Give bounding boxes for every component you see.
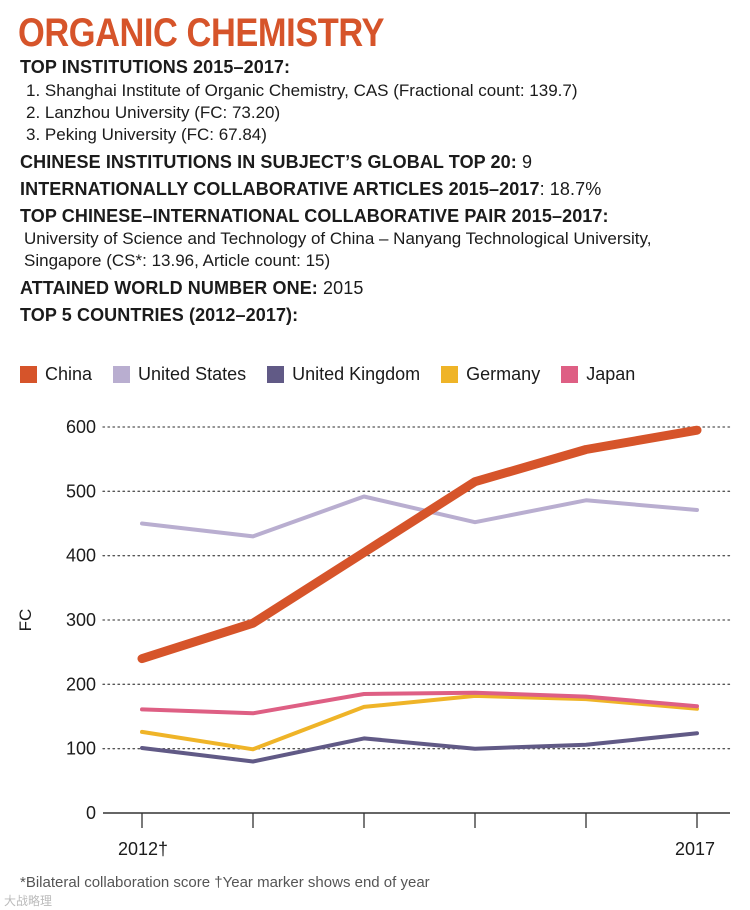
- global-top20-row: CHINESE INSTITUTIONS IN SUBJECT’S GLOBAL…: [20, 151, 735, 173]
- collab-pair-label: TOP CHINESE–INTERNATIONAL COLLABORATIVE …: [20, 206, 609, 226]
- legend-item-china: China: [20, 364, 92, 385]
- page-title: ORGANIC CHEMISTRY: [18, 11, 385, 55]
- institution-item: 3. Peking University (FC: 67.84): [26, 125, 267, 144]
- line-chart: 0 100 200 300 400 500 600 2012† 2017 FC: [16, 417, 731, 859]
- legend-item-united-states: United States: [113, 364, 246, 385]
- y-tick-label: 600: [66, 417, 96, 437]
- legend-label: Germany: [466, 363, 541, 384]
- y-axis-label: FC: [16, 609, 35, 632]
- legend-label: United Kingdom: [292, 363, 421, 384]
- legend-swatch: [113, 365, 131, 383]
- world-number-one-value: 2015: [317, 278, 364, 298]
- global-top20-label: CHINESE INSTITUTIONS IN SUBJECT’S GLOBAL…: [20, 152, 517, 172]
- intl-collab-row: INTERNATIONALLY COLLABORATIVE ARTICLES 2…: [20, 178, 735, 200]
- legend-label: China: [45, 363, 93, 384]
- series-line-china: [137, 425, 702, 664]
- chart-legend: China United States United Kingdom Germa…: [20, 361, 656, 387]
- institution-item: 1. Shanghai Institute of Organic Chemist…: [26, 81, 578, 100]
- collab-pair-value: University of Science and Technology of …: [24, 229, 652, 270]
- y-tick-label: 300: [66, 610, 96, 630]
- y-tick-label: 0: [86, 803, 96, 823]
- legend-swatch: [267, 365, 285, 383]
- top-countries-heading: TOP 5 COUNTRIES (2012–2017):: [20, 305, 299, 325]
- y-tick-label: 100: [66, 739, 96, 759]
- y-tick-label: 500: [66, 481, 96, 501]
- info-block: TOP INSTITUTIONS 2015–2017: 1. Shanghai …: [20, 56, 735, 326]
- legend-swatch: [441, 365, 459, 383]
- world-number-one-row: ATTAINED WORLD NUMBER ONE: 2015: [20, 277, 735, 299]
- legend-item-germany: Germany: [441, 364, 540, 385]
- series-line-united-kingdom: [140, 731, 699, 764]
- legend-swatch: [20, 365, 37, 383]
- legend-item-united-kingdom: United Kingdom: [267, 364, 420, 385]
- top-institutions-list: 1. Shanghai Institute of Organic Chemist…: [26, 80, 735, 146]
- series-line-germany: [140, 693, 699, 752]
- intl-collab-value: : 18.7%: [539, 179, 602, 199]
- legend-swatch: [561, 365, 579, 383]
- intl-collab-label: INTERNATIONALLY COLLABORATIVE ARTICLES 2…: [20, 179, 540, 199]
- x-tick-label: 2012†: [118, 839, 168, 859]
- x-tick-label: 2017: [675, 839, 715, 859]
- legend-label: United States: [138, 363, 247, 384]
- series-line-japan: [140, 690, 699, 716]
- top-institutions-heading: TOP INSTITUTIONS 2015–2017:: [20, 57, 291, 77]
- y-tick-label: 400: [66, 546, 96, 566]
- world-number-one-label: ATTAINED WORLD NUMBER ONE:: [20, 278, 318, 298]
- institution-item: 2. Lanzhou University (FC: 73.20): [26, 103, 281, 122]
- y-tick-label: 200: [66, 674, 96, 694]
- series-line-united-states: [140, 494, 699, 539]
- legend-item-japan: Japan: [561, 364, 635, 385]
- legend-label: Japan: [586, 363, 636, 384]
- global-top20-value: 9: [516, 152, 533, 172]
- watermark: 大战略理: [4, 894, 53, 908]
- footnote: *Bilateral collaboration score †Year mar…: [20, 874, 430, 891]
